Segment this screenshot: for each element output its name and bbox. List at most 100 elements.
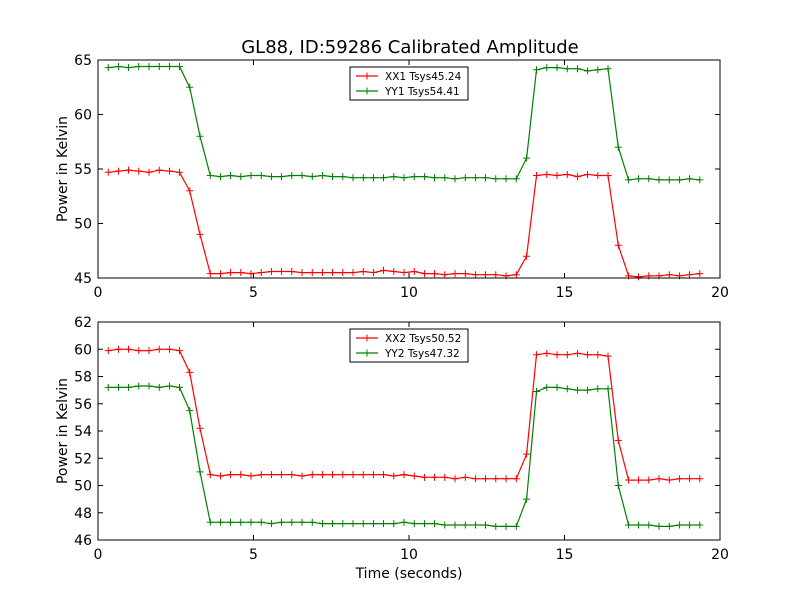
- bottom-y-tick-label: 56: [74, 397, 92, 413]
- bottom-series-2-point: [676, 521, 684, 529]
- top-series-2-point: [421, 173, 429, 181]
- bottom-series-2-point: [451, 521, 459, 529]
- top-series-2-point: [124, 64, 132, 72]
- bottom-series-2-point: [379, 520, 387, 528]
- top-y-tick-label: 55: [74, 162, 92, 178]
- top-series-2-point: [206, 172, 214, 180]
- top-legend: XX1 Tsys45.24 YY1 Tsys54.41: [349, 66, 469, 101]
- top-series-1-point: [175, 168, 183, 176]
- top-legend-marker: [363, 87, 371, 95]
- top-series-1-point: [349, 269, 357, 277]
- bottom-series-2-point: [390, 520, 398, 528]
- bottom-series-2-point: [257, 518, 265, 526]
- bottom-series-2-point: [410, 520, 418, 528]
- top-series-1-point: [217, 270, 225, 278]
- bottom-series-2-point: [523, 495, 531, 503]
- bottom-legend-marker: [363, 349, 371, 357]
- bottom-series-2-point: [288, 518, 296, 526]
- bottom-series-1-point: [277, 471, 285, 479]
- top-series-2-point: [328, 173, 336, 181]
- bottom-series-1-point: [563, 351, 571, 359]
- top-series-2-point: [502, 175, 510, 183]
- top-series-1-point: [563, 170, 571, 178]
- top-series-2-point: [277, 173, 285, 181]
- bottom-series-2-point: [512, 522, 520, 530]
- bottom-series-1-point: [482, 475, 490, 483]
- bottom-series-1-point: [370, 471, 378, 479]
- bottom-series-1-point: [431, 473, 439, 481]
- bottom-series-2-point: [431, 520, 439, 528]
- top-series-1-point: [410, 267, 418, 275]
- top-series-1-point: [196, 230, 204, 238]
- bottom-series-2-point: [319, 520, 327, 528]
- bottom-series-2-point: [625, 521, 633, 529]
- bottom-series-1-point: [553, 351, 561, 359]
- top-series-1-point: [665, 271, 673, 279]
- top-series-1-point: [441, 271, 449, 279]
- top-series-1-point: [319, 269, 327, 277]
- bottom-series-2-point: [298, 518, 306, 526]
- chart-title: GL88, ID:59286 Calibrated Amplitude: [241, 37, 579, 58]
- top-series-2-point: [115, 63, 123, 71]
- bottom-series-1-point: [237, 471, 245, 479]
- bottom-x-tick-label: 0: [94, 547, 103, 563]
- bottom-series-2-point: [461, 521, 469, 529]
- top-series-2-point: [288, 172, 296, 180]
- top-series-1-point: [686, 271, 694, 279]
- top-series-2-point: [461, 174, 469, 182]
- bottom-y-tick-label: 52: [74, 451, 92, 467]
- top-series-1-point: [268, 267, 276, 275]
- bottom-series-2-point: [482, 521, 490, 529]
- bottom-series-1-point: [257, 471, 265, 479]
- bottom-series-2-point: [604, 385, 612, 393]
- bottom-series-2-point: [614, 482, 622, 489]
- bottom-y-tick-label: 54: [74, 424, 92, 440]
- bottom-series-2-point: [237, 518, 245, 526]
- bottom-series-2-point: [359, 520, 367, 528]
- bottom-series-1-point: [584, 351, 592, 359]
- top-legend-label: XX1 Tsys45.24: [385, 71, 462, 83]
- top-series-2-point: [512, 175, 520, 183]
- bottom-series-1-point: [400, 471, 408, 479]
- top-series-2-point: [298, 172, 306, 180]
- top-series-2-point: [135, 63, 143, 71]
- top-x-tick-label: 0: [94, 285, 103, 301]
- top-series-1-point: [482, 271, 490, 279]
- bottom-series-1-point: [686, 475, 694, 483]
- top-series-1-point: [145, 168, 153, 176]
- top-series-1-point: [635, 273, 643, 281]
- top-x-tick-label: 5: [249, 285, 258, 301]
- top-series-1-point: [584, 170, 592, 178]
- top-series-1-point: [206, 270, 214, 278]
- top-series-2-point: [339, 173, 347, 181]
- top-y-tick-label: 60: [74, 108, 92, 124]
- top-series-1-point: [604, 172, 612, 180]
- bottom-series-2-point: [145, 382, 153, 390]
- bottom-series-2-point: [339, 520, 347, 528]
- top-series-2-point: [166, 63, 174, 71]
- bottom-series-2-point: [196, 468, 204, 476]
- top-series-2-point: [400, 174, 408, 182]
- top-series-2-point: [696, 176, 704, 184]
- top-series-1-point: [328, 269, 336, 277]
- bottom-series-2-point: [400, 518, 408, 526]
- top-legend-box: [349, 66, 469, 101]
- bottom-series-2-point: [166, 382, 174, 390]
- top-series-2-point: [625, 176, 633, 184]
- bottom-legend-marker: [363, 334, 371, 342]
- bottom-series-2-point: [104, 383, 112, 391]
- bottom-y-tick-label: 50: [74, 479, 92, 495]
- bottom-series-2-point: [328, 520, 336, 528]
- bottom-series-2-point: [135, 382, 143, 390]
- bottom-series-2-point: [268, 520, 276, 528]
- bottom-series-1-point: [604, 352, 612, 360]
- bottom-series-1-point: [451, 475, 459, 483]
- top-series-2-point: [451, 175, 459, 183]
- top-series-1-point: [115, 167, 123, 175]
- bottom-x-tick-label: 15: [556, 547, 574, 563]
- top-series-2-point: [349, 174, 357, 182]
- top-legend-marker: [363, 72, 371, 80]
- top-x-tick-label: 10: [400, 285, 418, 301]
- top-series-1-point: [594, 172, 602, 180]
- top-series-2-point: [155, 63, 163, 71]
